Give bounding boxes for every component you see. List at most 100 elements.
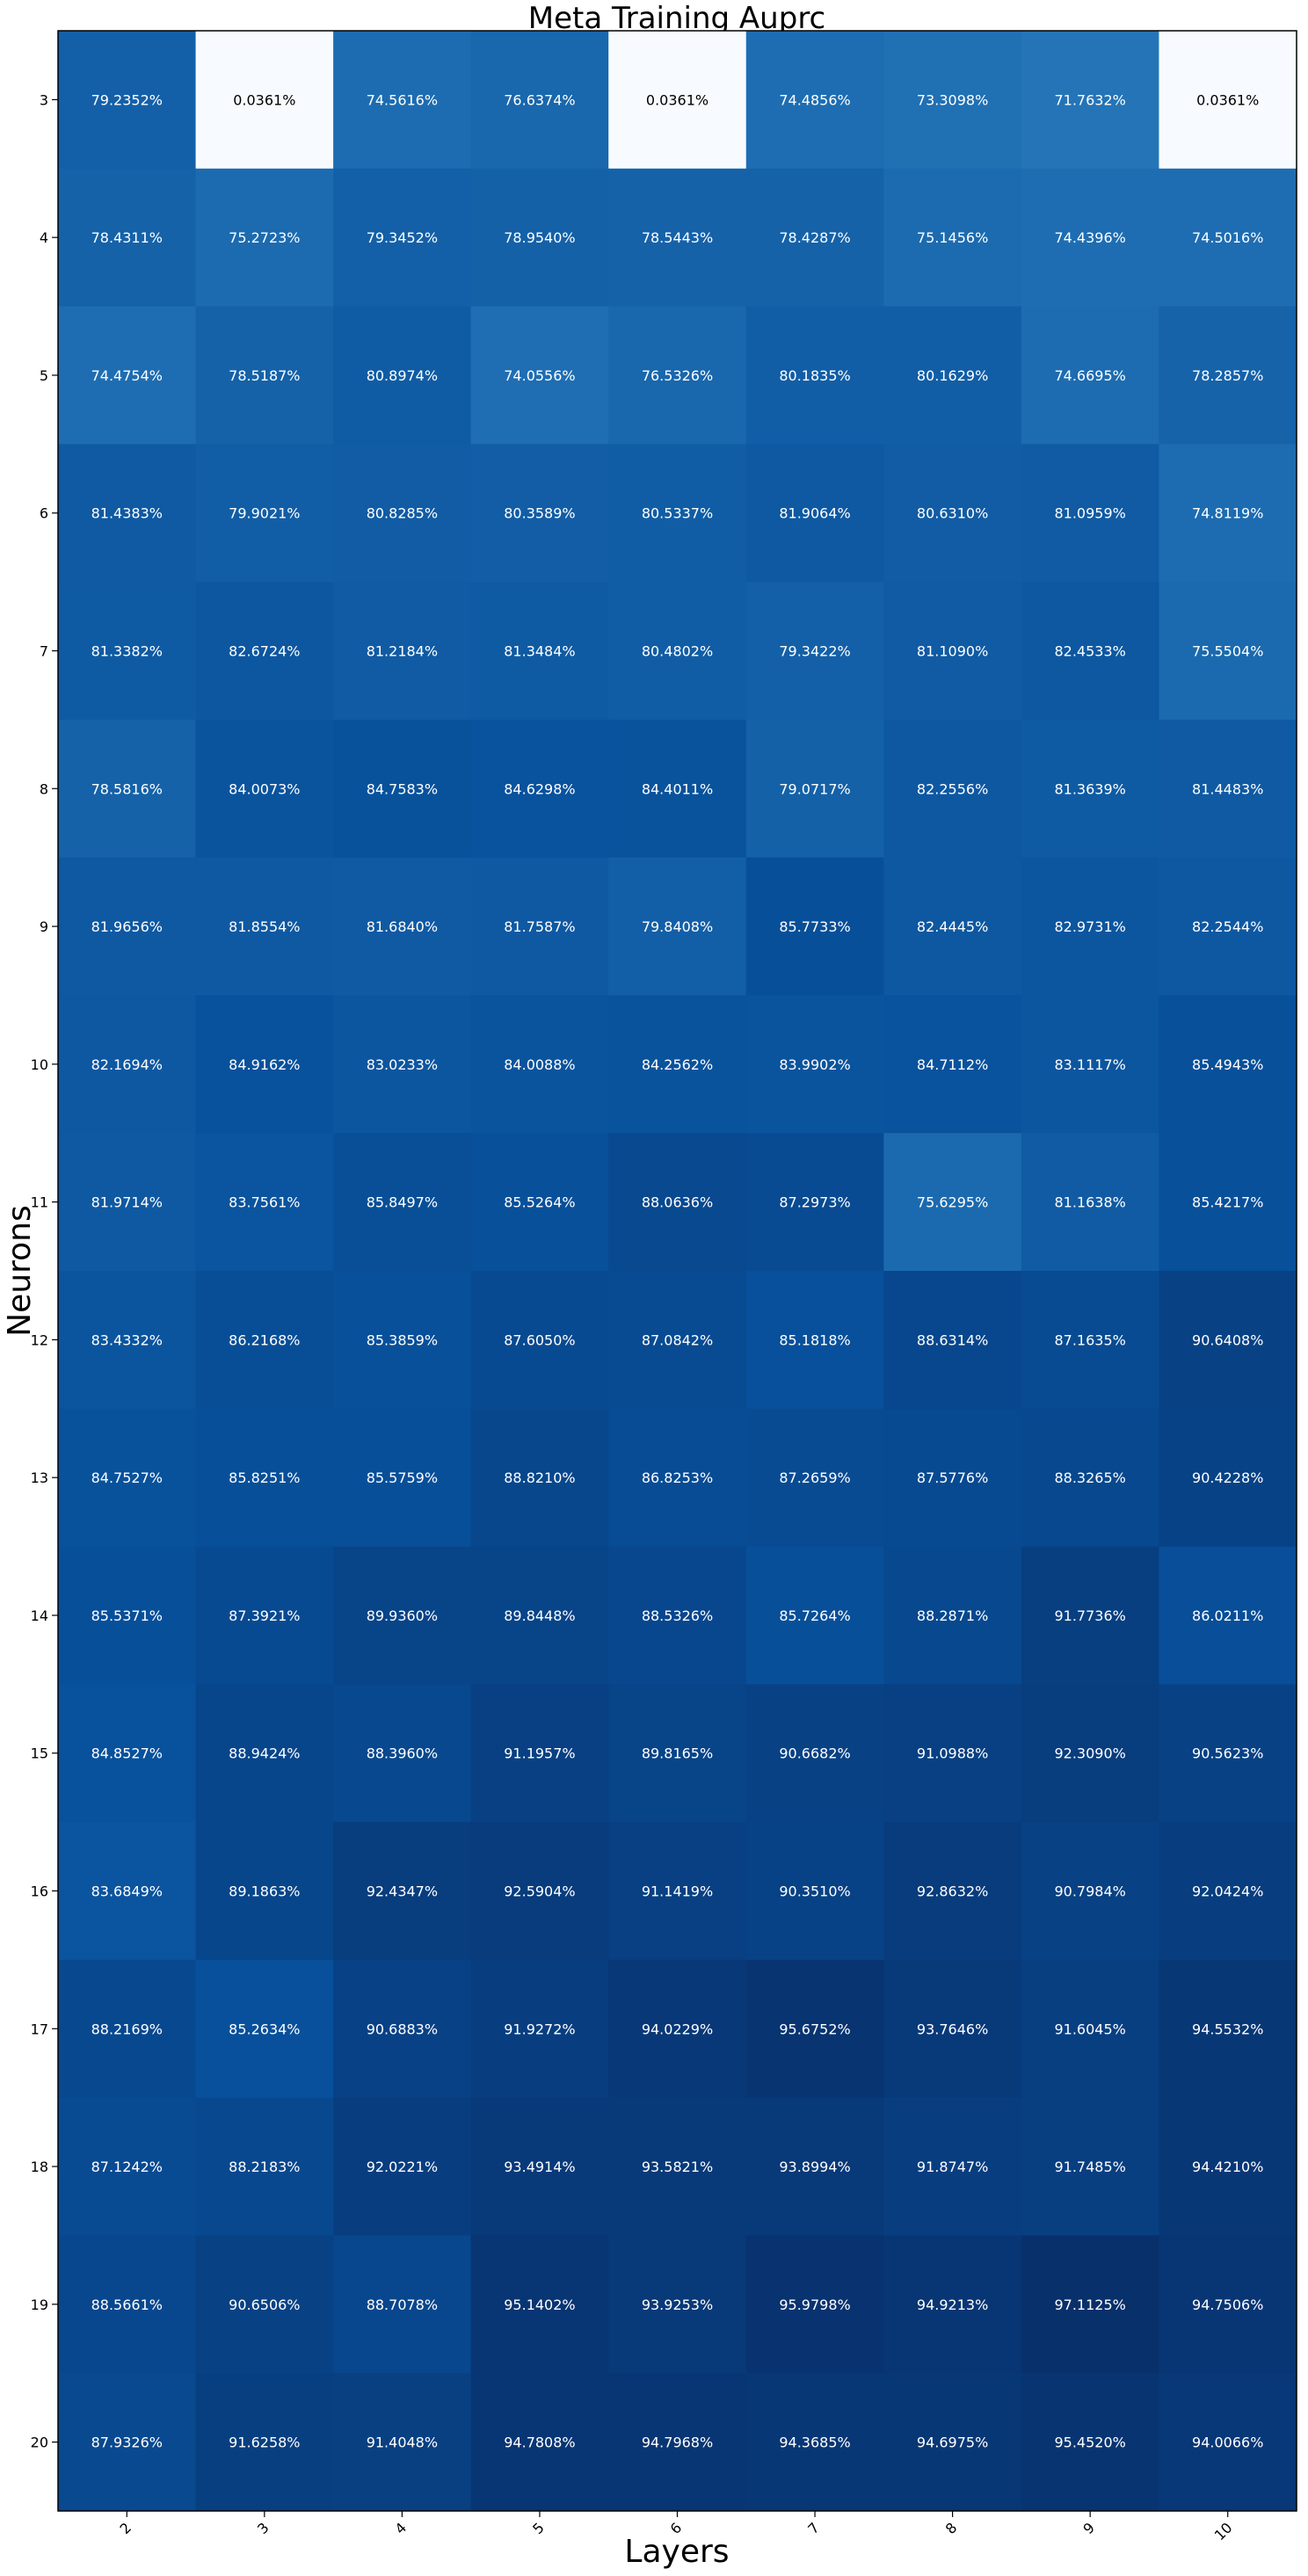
- heatmap-cell: [1159, 444, 1297, 583]
- heatmap-cell: [333, 1546, 472, 1685]
- cell-value-label: 79.9021%: [229, 505, 300, 522]
- heatmap-cell: [333, 719, 472, 859]
- cell-value-label: 85.2634%: [229, 2021, 300, 2037]
- y-tick-label: 6: [40, 505, 48, 522]
- y-axis-ticks: 3 4 5 6 7 8 9 10 11 12 13 14 15 16 17 18 19 20: [31, 91, 58, 2451]
- cell-value-label: 90.7984%: [1054, 1883, 1125, 1900]
- heatmap-cell: [195, 1133, 334, 1272]
- heatmap-cell: [333, 1133, 472, 1272]
- heatmap-cell: [195, 31, 334, 170]
- heatmap-cell: [745, 444, 884, 583]
- x-tick-label: 2: [116, 2519, 134, 2537]
- heatmap-cell: [470, 1408, 609, 1548]
- heatmap-cell: [1021, 1133, 1159, 1272]
- heatmap-cell: [58, 168, 197, 308]
- heatmap-cell: [470, 1546, 609, 1685]
- heatmap-cell: [608, 582, 747, 721]
- heatmap-cell: [1159, 719, 1297, 859]
- cell-value-label: 81.4483%: [1192, 780, 1263, 797]
- heatmap-cell: [745, 1408, 884, 1548]
- cell-value-label: 85.8251%: [229, 1469, 300, 1486]
- cell-value-label: 88.3960%: [367, 1745, 438, 1762]
- heatmap-cell: [883, 2235, 1022, 2374]
- cell-value-label: 81.9064%: [779, 505, 850, 522]
- heatmap-cell: [1159, 1822, 1297, 1961]
- x-tick-label: 5: [529, 2519, 548, 2537]
- cell-value-label: 81.7587%: [504, 918, 575, 935]
- y-tick-label: 15: [31, 1745, 48, 1762]
- heatmap-cell-labels: 79.2352% 0.0361% 74.5616% 76.6374% 0.0361% 74…: [91, 91, 1264, 2450]
- heatmap-cell: [58, 719, 197, 859]
- cell-value-label: 91.7485%: [1054, 2159, 1125, 2175]
- x-tick-label: 4: [392, 2519, 411, 2537]
- cell-value-label: 90.4228%: [1192, 1469, 1263, 1486]
- heatmap-cell: [608, 2373, 747, 2512]
- y-tick-label: 8: [40, 780, 48, 797]
- cell-value-label: 85.7733%: [779, 918, 850, 935]
- heatmap-cell: [608, 2097, 747, 2236]
- heatmap-cell: [608, 1271, 747, 1410]
- heatmap-cell: [1159, 31, 1297, 170]
- heatmap-cell: [195, 995, 334, 1134]
- heatmap-cell: [608, 444, 747, 583]
- heatmap-cell: [608, 1408, 747, 1548]
- cell-value-label: 90.6506%: [229, 2297, 300, 2313]
- heatmap-cell: [470, 2235, 609, 2374]
- x-tick-label: 10: [1211, 2519, 1236, 2543]
- heatmap-cell: [195, 857, 334, 996]
- heatmap-cell: [1159, 1133, 1297, 1272]
- heatmap-cell: [470, 1133, 609, 1272]
- cell-value-label: 87.9326%: [91, 2435, 163, 2451]
- cell-value-label: 81.9714%: [91, 1194, 163, 1211]
- cell-value-label: 94.6975%: [917, 2435, 988, 2451]
- heatmap-cell: [58, 1959, 197, 2099]
- y-tick-label: 13: [31, 1469, 48, 1486]
- cell-value-label: 74.5016%: [1192, 229, 1263, 246]
- heatmap-cell: [58, 306, 197, 445]
- x-axis-label: Layers: [624, 2534, 729, 2570]
- cell-value-label: 91.4048%: [367, 2435, 438, 2451]
- cell-value-label: 71.7632%: [1054, 91, 1125, 108]
- heatmap-cell: [195, 1271, 334, 1410]
- heatmap-cell: [608, 857, 747, 996]
- cell-value-label: 92.0221%: [367, 2159, 438, 2175]
- cell-value-label: 88.6314%: [917, 1332, 988, 1348]
- y-tick-label: 12: [31, 1332, 48, 1348]
- cell-value-label: 83.4332%: [91, 1332, 163, 1348]
- heatmap-cell: [58, 1408, 197, 1548]
- heatmap-cell: [470, 582, 609, 721]
- heatmap-cell: [1021, 2097, 1159, 2236]
- cell-value-label: 79.0717%: [779, 780, 850, 797]
- cell-value-label: 94.7506%: [1192, 2297, 1263, 2313]
- heatmap-cell: [333, 2235, 472, 2374]
- heatmap-cell: [1159, 168, 1297, 308]
- heatmap-cell: [333, 306, 472, 445]
- heatmap-cell: [470, 2097, 609, 2236]
- cell-value-label: 78.4287%: [779, 229, 850, 246]
- heatmap-cell: [1159, 2097, 1297, 2236]
- cell-value-label: 87.6050%: [504, 1332, 575, 1348]
- heatmap-cell: [883, 995, 1022, 1134]
- cell-value-label: 78.4311%: [91, 229, 163, 246]
- heatmap-cell: [883, 1959, 1022, 2099]
- cell-value-label: 91.7736%: [1054, 1607, 1125, 1624]
- heatmap-cell: [1021, 995, 1159, 1134]
- cell-value-label: 89.1863%: [229, 1883, 300, 1900]
- cell-value-label: 83.9902%: [779, 1056, 850, 1073]
- heatmap-cell: [883, 719, 1022, 859]
- cell-value-label: 81.2184%: [367, 643, 438, 660]
- y-tick-label: 10: [31, 1056, 48, 1073]
- cell-value-label: 85.1818%: [779, 1332, 850, 1348]
- heatmap-cell: [195, 2373, 334, 2512]
- cell-value-label: 91.1957%: [504, 1745, 575, 1762]
- heatmap-cell: [1159, 1271, 1297, 1410]
- heatmap-cell: [58, 2235, 197, 2374]
- cell-value-label: 84.4011%: [642, 780, 713, 797]
- heatmap-cell: [470, 168, 609, 308]
- heatmap-cell: [883, 857, 1022, 996]
- cell-value-label: 79.2352%: [91, 91, 163, 108]
- cell-value-label: 85.4943%: [1192, 1056, 1263, 1073]
- heatmap-cell: [195, 2235, 334, 2374]
- cell-value-label: 90.3510%: [779, 1883, 850, 1900]
- heatmap-cell: [745, 168, 884, 308]
